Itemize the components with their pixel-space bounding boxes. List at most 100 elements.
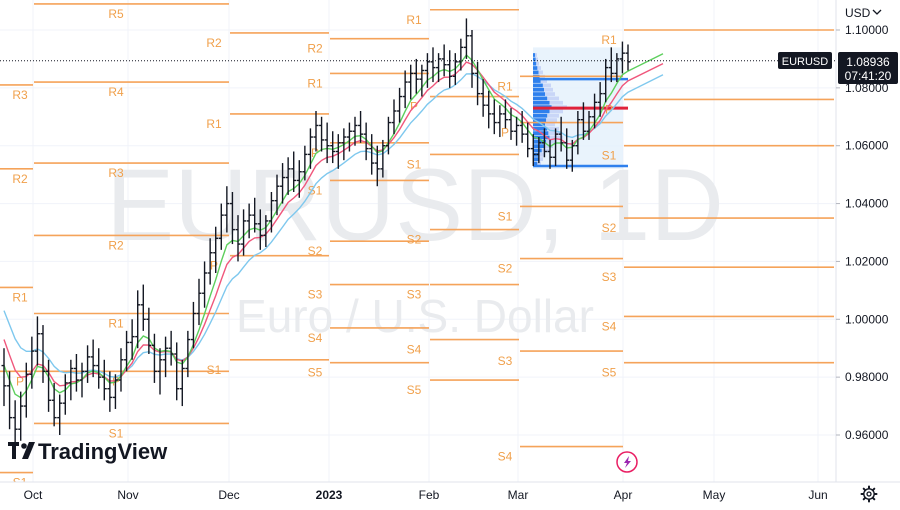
pivot-label-r1: R1 <box>12 290 28 304</box>
price-bar <box>285 157 291 195</box>
price-bar <box>575 111 581 155</box>
volume-profile-row <box>533 100 550 105</box>
pivot-label-s4: S4 <box>407 343 422 357</box>
volume-profile-row-down <box>538 157 543 162</box>
price-bar <box>34 316 40 366</box>
price-bar <box>118 348 124 392</box>
price-bar <box>335 134 341 169</box>
price-bar <box>140 284 146 331</box>
volume-profile-row <box>533 139 547 144</box>
pivot-label-r3: R3 <box>12 88 28 102</box>
price-bar <box>29 336 35 389</box>
price-bar <box>374 145 380 187</box>
pivot-label-r1: R1 <box>108 317 124 331</box>
price-tick-label: 1.04000 <box>845 197 889 211</box>
price-bar <box>313 111 319 152</box>
chevron-down-icon[interactable] <box>872 9 882 15</box>
price-bar <box>380 139 386 178</box>
price-bar <box>90 339 96 378</box>
price-bar <box>23 362 29 418</box>
price-bar <box>424 53 430 88</box>
volume-profile-row-down <box>547 96 559 101</box>
bar-countdown: 07:41:20 <box>845 69 892 83</box>
price-bar <box>486 90 492 129</box>
price-bar <box>190 301 196 349</box>
pivot-label-s3: S3 <box>308 288 323 302</box>
price-bar <box>107 371 113 412</box>
price-bar <box>146 307 152 354</box>
pivot-levels: R3 R2 R1 P S1 R5 R4 R3 R2 R1 P S1 R2 R1 P S1 R2 R1 P S1 S2 S3… <box>0 3 834 490</box>
price-bar <box>597 82 603 117</box>
pivot-label-r2: R2 <box>12 172 28 186</box>
pivot-label-s3: S3 <box>407 288 422 302</box>
price-bar <box>263 215 269 247</box>
price-bar <box>558 116 564 152</box>
lightning-icon[interactable] <box>616 451 638 473</box>
pivot-label-p: P <box>16 374 24 388</box>
price-bar <box>57 394 63 435</box>
volume-profile[interactable] <box>533 47 628 169</box>
currency-label[interactable]: USD <box>845 6 871 20</box>
price-bar <box>413 58 419 94</box>
pivot-label-s1: S1 <box>308 183 323 197</box>
pivot-label-s5: S5 <box>308 366 323 380</box>
time-scale[interactable]: Oct Nov Dec 2023 Feb Mar Apr May Jun <box>0 481 900 510</box>
pivot-label-r5: R5 <box>108 7 124 21</box>
tradingview-logo: TradingView <box>8 439 168 464</box>
price-bar <box>135 290 141 349</box>
price-bar <box>124 330 130 372</box>
volume-profile-row <box>533 79 541 83</box>
last-price-badge <box>838 52 898 84</box>
price-bar <box>7 371 13 430</box>
price-bar <box>112 374 118 409</box>
volume-profile-row <box>533 135 550 140</box>
price-bar <box>608 47 614 83</box>
price-bar <box>346 122 352 152</box>
pivot-label-s2: S2 <box>308 244 323 258</box>
price-bar <box>580 102 586 140</box>
price-bar <box>151 333 157 383</box>
price-bar <box>508 108 514 140</box>
price-bars[interactable] <box>1 18 631 453</box>
price-tick-label: 1.08000 <box>845 81 889 95</box>
price-bar <box>541 128 547 158</box>
volume-profile-row-down <box>546 118 557 122</box>
time-tick-label: Dec <box>218 488 239 502</box>
price-bar <box>224 186 230 233</box>
time-tick-label: Nov <box>117 488 138 502</box>
pivot-label-s3: S3 <box>602 270 617 284</box>
pivot-label-s4: S4 <box>498 450 513 464</box>
price-bar <box>530 134 536 166</box>
price-bar <box>302 145 308 181</box>
price-bar <box>207 238 213 285</box>
volume-profile-row-down <box>537 66 541 70</box>
gear-icon[interactable] <box>860 485 878 503</box>
volume-profile-row <box>533 87 544 92</box>
price-bar <box>79 362 85 398</box>
price-bar <box>235 215 241 262</box>
price-bar <box>391 99 397 135</box>
price-bar <box>196 278 202 326</box>
price-bar <box>291 151 297 192</box>
price-bar <box>469 30 475 88</box>
price-bar <box>369 134 375 175</box>
volume-profile-row-down <box>535 53 537 57</box>
pivot-label-p: P <box>501 126 509 140</box>
price-bar <box>257 209 263 250</box>
price-bar <box>213 226 219 273</box>
volume-profile-row-down <box>544 87 553 92</box>
price-tick-label: 1.06000 <box>845 139 889 153</box>
price-bar <box>252 197 258 233</box>
price-bar <box>129 319 135 360</box>
price-bar <box>436 53 442 83</box>
time-tick-label: May <box>703 488 726 502</box>
price-bar <box>564 128 570 169</box>
symbol-badge-label: EURUSD <box>782 56 829 68</box>
price-bar <box>514 116 520 146</box>
time-tick-label: 2023 <box>316 488 343 502</box>
price-bar <box>218 203 224 250</box>
volume-profile-row <box>533 109 550 114</box>
pivot-label-r2: R2 <box>108 238 124 252</box>
pivot-label-s4: S4 <box>308 331 323 345</box>
